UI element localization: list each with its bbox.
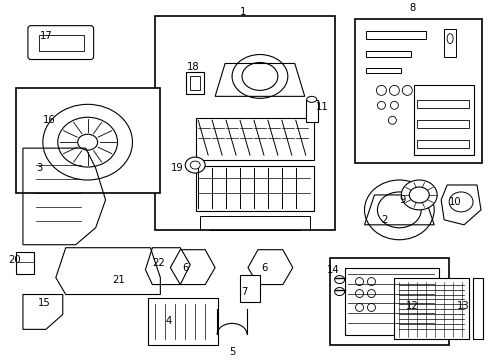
Bar [366, 68, 401, 73]
Bar [186, 72, 204, 94]
Bar [416, 100, 468, 108]
Bar [148, 297, 218, 345]
Bar [16, 89, 160, 193]
Ellipse shape [355, 278, 363, 285]
Ellipse shape [366, 303, 375, 311]
Ellipse shape [58, 117, 117, 167]
Ellipse shape [364, 180, 433, 240]
Ellipse shape [389, 101, 398, 109]
Text: 14: 14 [326, 265, 339, 275]
Text: 6: 6 [182, 263, 188, 273]
Ellipse shape [185, 157, 205, 173]
Text: 18: 18 [186, 62, 199, 72]
Ellipse shape [242, 63, 277, 90]
Bar [354, 19, 481, 163]
Bar [393, 278, 468, 339]
Ellipse shape [306, 96, 316, 102]
Text: 16: 16 [43, 115, 56, 125]
Ellipse shape [190, 161, 200, 169]
Bar [16, 252, 34, 274]
Bar [240, 275, 260, 302]
Ellipse shape [334, 276, 344, 284]
Bar [443, 29, 455, 57]
Ellipse shape [401, 180, 436, 210]
Bar [305, 100, 317, 122]
Text: 13: 13 [456, 301, 469, 311]
Text: 22: 22 [152, 258, 165, 268]
Bar [366, 31, 426, 39]
Bar [190, 76, 200, 90]
Ellipse shape [402, 85, 411, 95]
Bar [39, 35, 83, 50]
Text: 17: 17 [40, 31, 53, 41]
Ellipse shape [355, 303, 363, 311]
Ellipse shape [43, 104, 132, 180]
Text: 5: 5 [228, 347, 235, 357]
Ellipse shape [448, 192, 472, 212]
Ellipse shape [408, 187, 428, 203]
Bar [344, 267, 438, 336]
Bar [416, 120, 468, 128]
Ellipse shape [446, 33, 452, 44]
Bar [366, 50, 410, 57]
Bar [472, 278, 482, 339]
Ellipse shape [334, 288, 344, 296]
Text: 11: 11 [315, 102, 328, 112]
Ellipse shape [377, 101, 385, 109]
Bar [413, 85, 473, 155]
Text: 21: 21 [112, 275, 124, 285]
Ellipse shape [78, 134, 98, 150]
Text: 12: 12 [405, 301, 418, 311]
Text: 6: 6 [261, 263, 267, 273]
Text: 9: 9 [399, 195, 405, 205]
Text: 1: 1 [239, 7, 245, 17]
Ellipse shape [388, 85, 399, 95]
Text: 3: 3 [37, 163, 43, 173]
Ellipse shape [366, 289, 375, 297]
Text: 20: 20 [8, 255, 21, 265]
Ellipse shape [377, 192, 420, 228]
Text: 2: 2 [381, 215, 387, 225]
Ellipse shape [387, 116, 396, 124]
Text: 15: 15 [38, 298, 51, 309]
Text: 4: 4 [166, 316, 172, 327]
Bar [196, 118, 313, 160]
Ellipse shape [366, 278, 375, 285]
Bar [196, 166, 313, 211]
Ellipse shape [376, 85, 386, 95]
Bar [155, 16, 334, 230]
Bar [329, 258, 448, 345]
Text: 10: 10 [448, 197, 461, 207]
Bar [416, 140, 468, 148]
FancyBboxPatch shape [28, 26, 93, 59]
Ellipse shape [232, 54, 287, 98]
Text: 8: 8 [408, 3, 415, 13]
Text: 19: 19 [170, 163, 183, 173]
Text: 7: 7 [241, 287, 247, 297]
Ellipse shape [355, 289, 363, 297]
